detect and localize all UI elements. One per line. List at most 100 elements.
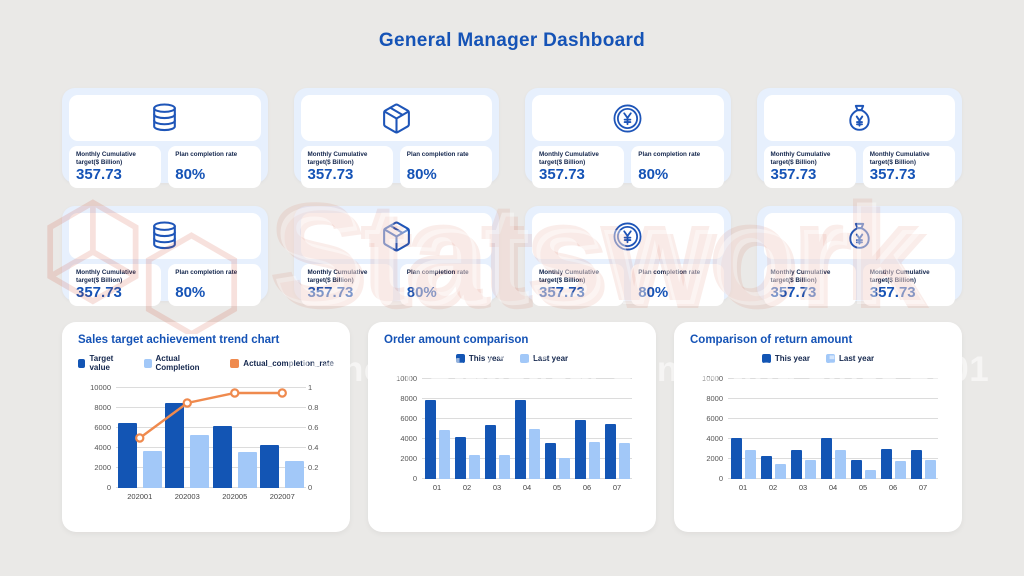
kpi-stat-value: 357.73 xyxy=(770,166,817,184)
kpi-stat-value: 80% xyxy=(406,284,437,302)
bar-group xyxy=(544,379,570,479)
legend-label: This year xyxy=(774,354,810,363)
bar-this-year xyxy=(760,456,772,479)
kpi-stat-value: 357.73 xyxy=(539,284,585,302)
kpi-stat-label: Plan completion rate xyxy=(406,269,469,276)
x-axis-label: 01 xyxy=(738,483,748,492)
bar-target-value xyxy=(117,423,137,488)
bar-last-year xyxy=(774,464,786,479)
secondary-y-axis-tick: 0.8 xyxy=(308,403,319,412)
order-comparison-plot: 0 2000 4000 6000 8000 10000 xyxy=(396,374,632,483)
bar-group xyxy=(790,379,816,479)
bars-area xyxy=(116,388,306,488)
gridline xyxy=(728,418,938,419)
kpi-icon-box xyxy=(763,213,955,259)
kpi-stat-value: 357.73 xyxy=(307,284,354,302)
bar-group xyxy=(880,379,906,479)
x-axis-label: 02 xyxy=(462,483,472,492)
y-axis-tick: 0 xyxy=(106,483,111,492)
kpi-stat: Plan completion rate 80% xyxy=(168,264,261,307)
gridline xyxy=(422,418,632,419)
kpi-stat-value: 80% xyxy=(175,284,206,302)
bar-group xyxy=(820,379,846,479)
bar-last-year xyxy=(924,459,936,479)
chart-card-sales-trend: Sales target achievement trend chart Tar… xyxy=(62,322,350,532)
legend-item: This year xyxy=(761,354,810,363)
kpi-card-revenue: Monthly Cumulative target($ Billion) 357… xyxy=(525,88,731,189)
bar-last-year xyxy=(744,449,756,479)
x-axis-label: 202001 xyxy=(127,492,153,501)
kpi-stat: Monthly Cumulative target($ Billion) 357… xyxy=(69,264,162,307)
bar-last-year xyxy=(468,454,480,479)
bar-actual-completion xyxy=(190,435,210,488)
kpi-stat-label: Monthly Cumulative target($ Billion) xyxy=(76,151,136,166)
bar-last-year xyxy=(864,469,876,479)
x-axis-label: 07 xyxy=(918,483,928,492)
bar-group xyxy=(260,388,305,488)
kpi-card-revenue: Monthly Cumulative target($ Billion) 357… xyxy=(525,206,731,307)
x-axis-label: 02 xyxy=(768,483,778,492)
kpi-card-target-db: Monthly Cumulative target($ Billion) 357… xyxy=(62,206,268,307)
bar-group xyxy=(910,379,936,479)
kpi-stat-label: Monthly Cumulative target($ Billion) xyxy=(770,269,831,284)
x-axis-label: 04 xyxy=(522,483,532,492)
bar-this-year xyxy=(880,448,892,479)
page-title: General Manager Dashboard xyxy=(378,30,646,51)
legend-label: Actual_completion_rate xyxy=(243,358,334,368)
gridline xyxy=(728,478,938,479)
x-axis-labels: 01 02 03 04 05 06 07 xyxy=(728,483,938,492)
y-axis-tick: 0 xyxy=(718,474,723,483)
bar-last-year xyxy=(528,429,540,479)
bar-last-year xyxy=(498,454,510,479)
bar-group xyxy=(574,379,600,479)
bar-this-year xyxy=(790,449,802,479)
bar-this-year xyxy=(454,437,466,479)
bar-group xyxy=(850,379,876,479)
bars-area xyxy=(422,379,632,479)
kpi-stat-label: Monthly Cumulative target($ Billion) xyxy=(869,151,930,166)
kpi-stat: Monthly Cumulative target($ Billion) 357… xyxy=(763,146,856,189)
x-axis-labels: 01 02 03 04 05 06 07 xyxy=(422,483,632,492)
kpi-stat-value: 80% xyxy=(175,166,206,184)
kpi-card-profit: Monthly Cumulative target($ Billion) 357… xyxy=(756,206,962,307)
kpi-stat-label: Monthly Cumulative target($ Billion) xyxy=(307,151,368,166)
kpi-card-profit: Monthly Cumulative target($ Billion) 357… xyxy=(756,88,962,189)
secondary-y-axis-tick: 0.4 xyxy=(308,443,319,452)
x-axis-label: 06 xyxy=(888,483,898,492)
kpi-icon-box xyxy=(532,95,724,141)
gridline xyxy=(422,398,632,399)
gridline xyxy=(422,478,632,479)
y-axis-tick: 2000 xyxy=(706,454,723,463)
legend-item: Last year xyxy=(826,354,874,363)
x-axis-label: 04 xyxy=(828,483,838,492)
y-axis-tick: 6000 xyxy=(400,414,417,423)
legend-item: This year xyxy=(455,354,504,363)
bar-actual-completion xyxy=(142,451,162,488)
x-axis-label: 03 xyxy=(798,483,808,492)
charts-row: Sales target achievement trend chart Tar… xyxy=(62,322,962,532)
kpi-stat-value: 357.73 xyxy=(76,166,122,184)
x-axis-label: 06 xyxy=(582,483,592,492)
y-axis-tick: 4000 xyxy=(94,443,111,452)
chart-legend: Target value Actual Completion Actual_co… xyxy=(78,354,334,372)
bar-last-year xyxy=(588,441,600,479)
bar-this-year xyxy=(604,423,616,479)
bar-group xyxy=(604,379,630,479)
legend-item: Actual Completion xyxy=(144,354,214,372)
bar-this-year xyxy=(910,449,922,479)
legend-label: Last year xyxy=(533,354,569,363)
kpi-icon-box xyxy=(532,213,724,259)
gridline xyxy=(422,378,632,379)
chart-card-order-comparison: Order amount comparison This year Last y… xyxy=(368,322,656,532)
gridline xyxy=(728,378,938,379)
secondary-y-axis-tick: 0.6 xyxy=(308,423,319,432)
secondary-y-axis-tick: 0.2 xyxy=(308,463,319,472)
x-axis-label: 01 xyxy=(432,483,442,492)
legend-swatch xyxy=(826,354,835,363)
y-axis-tick: 10000 xyxy=(396,374,417,383)
kpi-stat-value: 80% xyxy=(406,166,437,184)
kpi-stat-label: Monthly Cumulative target($ Billion) xyxy=(869,269,930,284)
package-icon xyxy=(382,103,410,134)
bar-this-year xyxy=(424,400,436,479)
kpi-card-orders: Monthly Cumulative target($ Billion) 357… xyxy=(293,88,499,189)
